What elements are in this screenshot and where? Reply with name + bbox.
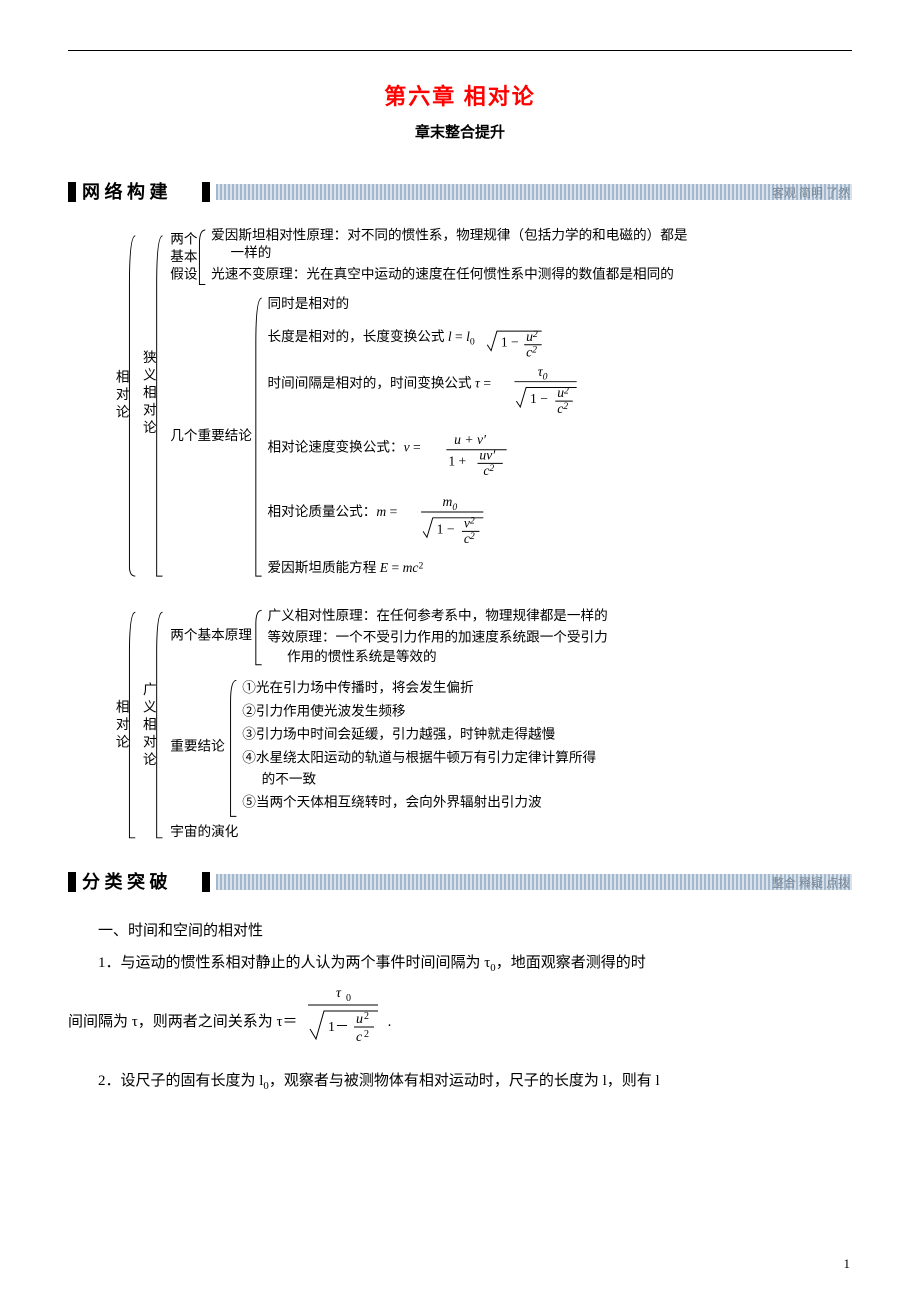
svg-text:广: 广 bbox=[143, 682, 157, 697]
svg-text:相: 相 bbox=[143, 717, 157, 732]
svg-text:τ: τ bbox=[336, 986, 342, 1001]
assumption-a: 爱因斯坦相对性原理：对不同的惯性系，物理规律（包括力学的和电磁的）都是 bbox=[211, 227, 688, 243]
gr-c3: ③引力场中时间会延缓，引力越强，时钟就走得越慢 bbox=[242, 726, 555, 742]
gr-c4-line2: 的不一致 bbox=[262, 771, 317, 786]
branch-general: 广 义 相 对 论 bbox=[143, 682, 157, 767]
svg-text:对: 对 bbox=[116, 717, 130, 732]
principle-a: 广义相对性原理：在任何参考系中，物理规律都是一样的 bbox=[268, 607, 608, 623]
conclusions-label: 几个重要结论 bbox=[170, 428, 252, 443]
page-number: 1 bbox=[844, 1256, 851, 1272]
svg-text:uv′: uv′ bbox=[479, 447, 496, 462]
section-bar-classify: 分 类 突 破 整合 释疑 点拨 bbox=[68, 866, 852, 898]
svg-text:c: c bbox=[356, 1030, 363, 1045]
svg-text:1－: 1－ bbox=[328, 1020, 349, 1035]
conclusion-3: 时间间隔是相对的，时间变换公式 τ = bbox=[268, 375, 492, 391]
gr-conclusions-label: 重要结论 bbox=[170, 738, 225, 753]
section-label-2: 分 类 突 破 bbox=[82, 871, 168, 892]
svg-text:c2: c2 bbox=[526, 344, 537, 359]
gr-evolution: 宇宙的演化 bbox=[170, 824, 238, 839]
conclusion-3-formula: τ0 1 − u2 c2 bbox=[514, 364, 576, 416]
diagram-general-relativity: 相 对 论 广 义 相 对 论 两个基本原理 广义相对性原理：在任何参考系中，物… bbox=[68, 604, 852, 848]
assumption-a-line2: 一样的 bbox=[231, 245, 272, 260]
conclusion-4: 相对论速度变换公式：v = bbox=[268, 439, 422, 455]
svg-text:u2: u2 bbox=[557, 385, 569, 400]
svg-text:τ0: τ0 bbox=[538, 364, 548, 383]
svg-text:论: 论 bbox=[116, 734, 130, 749]
svg-text:0: 0 bbox=[346, 993, 351, 1004]
gr-c2: ②引力作用使光波发生频移 bbox=[242, 702, 406, 718]
svg-text:狭: 狭 bbox=[143, 350, 157, 365]
assumption-b: 光速不变原理：光在真空中运动的速度在任何惯性系中测得的数值都是相同的 bbox=[211, 266, 674, 282]
root-label-2: 相 对 论 bbox=[116, 699, 130, 749]
body-para-1-line2: 间间隔为 τ，则两者之间关系为 τ＝ τ0 1－ u2 c2 . bbox=[68, 979, 852, 1066]
principle-b-line2: 作用的惯性系统是等效的 bbox=[287, 648, 437, 664]
svg-text:c2: c2 bbox=[483, 463, 494, 478]
body-para-2: 2．设尺子的固有长度为 l0，观察者与被测物体有相对运动时，尺子的长度为 l，则… bbox=[68, 1066, 852, 1098]
conclusion-5: 相对论质量公式：m = bbox=[268, 504, 398, 519]
svg-text:两个: 两个 bbox=[170, 232, 198, 247]
section-bar-network: 网 络 构 建 客观 简明 了然 bbox=[68, 176, 852, 208]
svg-text:基本: 基本 bbox=[170, 248, 198, 264]
body-heading-1: 一、时间和空间的相对性 bbox=[68, 916, 852, 948]
svg-text:1 −: 1 − bbox=[437, 521, 455, 536]
svg-text:对: 对 bbox=[143, 403, 157, 418]
svg-text:1 +: 1 + bbox=[448, 453, 466, 468]
svg-text:论: 论 bbox=[143, 420, 157, 435]
diagram-special-relativity: 相 对 论 狭 义 相 对 论 两个 基本 假设 爱因斯坦相对性原理：对不同的惯… bbox=[68, 226, 852, 586]
svg-text:假设: 假设 bbox=[170, 267, 198, 282]
conclusion-2-formula: 1 − u2 c2 bbox=[487, 329, 541, 360]
top-rule bbox=[68, 50, 852, 51]
chapter-title: 第六章 相对论 bbox=[68, 79, 852, 111]
svg-text:c2: c2 bbox=[464, 531, 475, 546]
svg-text:1 −: 1 − bbox=[501, 335, 519, 350]
assumptions-label: 两个 基本 假设 bbox=[170, 232, 198, 282]
svg-text:u: u bbox=[356, 1012, 363, 1027]
body-text: 一、时间和空间的相对性 1．与运动的惯性系相对静止的人认为两个事件时间间隔为 τ… bbox=[68, 916, 852, 1097]
svg-text:2: 2 bbox=[364, 1029, 369, 1040]
conclusion-5-formula: m0 1 − v2 c2 bbox=[421, 494, 483, 546]
principle-b: 等效原理：一个不受引力作用的加速度系统跟一个受引力 bbox=[268, 628, 608, 644]
svg-text:论: 论 bbox=[143, 752, 157, 767]
svg-text:u + v′: u + v′ bbox=[454, 432, 487, 447]
svg-text:相: 相 bbox=[116, 370, 130, 385]
conclusion-4-formula: u + v′ 1 + uv′ c2 bbox=[446, 432, 506, 478]
section-tail: 客观 简明 了然 bbox=[772, 185, 850, 200]
svg-text:m0: m0 bbox=[443, 494, 458, 513]
principles-label: 两个基本原理 bbox=[170, 626, 252, 642]
svg-text:2: 2 bbox=[364, 1011, 369, 1022]
section-label: 网 络 构 建 bbox=[82, 181, 168, 202]
conclusion-6: 爱因斯坦质能方程 E = mc2 bbox=[268, 560, 424, 575]
conclusion-1: 同时是相对的 bbox=[268, 296, 350, 311]
root-label: 相 对 论 bbox=[116, 370, 130, 420]
gr-c5: ⑤当两个天体相互绕转时，会向外界辐射出引力波 bbox=[242, 795, 542, 810]
svg-text:义: 义 bbox=[143, 699, 157, 714]
chapter-subtitle: 章末整合提升 bbox=[68, 121, 852, 142]
svg-text:1 −: 1 − bbox=[530, 391, 548, 406]
svg-text:论: 论 bbox=[116, 405, 130, 420]
svg-text:相: 相 bbox=[116, 699, 130, 714]
svg-text:u2: u2 bbox=[526, 329, 538, 344]
svg-text:v2: v2 bbox=[464, 516, 475, 531]
formula-tau: τ0 1－ u2 c2 bbox=[298, 983, 388, 1060]
branch-special: 狭 义 相 对 论 bbox=[143, 350, 157, 435]
svg-text:义: 义 bbox=[143, 368, 157, 383]
svg-text:对: 对 bbox=[116, 387, 130, 402]
section-tail-2: 整合 释疑 点拨 bbox=[772, 875, 850, 890]
body-para-1: 1．与运动的惯性系相对静止的人认为两个事件时间间隔为 τ0，地面观察者测得的时 bbox=[68, 948, 852, 980]
gr-c4: ④水星绕太阳运动的轨道与根据牛顿万有引力定律计算所得 bbox=[242, 749, 596, 765]
gr-c1: ①光在引力场中传播时，将会发生偏折 bbox=[242, 680, 474, 695]
conclusion-2: 长度是相对的，长度变换公式 l = l0 bbox=[268, 328, 475, 348]
svg-text:c2: c2 bbox=[557, 401, 568, 416]
svg-text:相: 相 bbox=[143, 385, 157, 400]
svg-text:对: 对 bbox=[143, 734, 157, 749]
